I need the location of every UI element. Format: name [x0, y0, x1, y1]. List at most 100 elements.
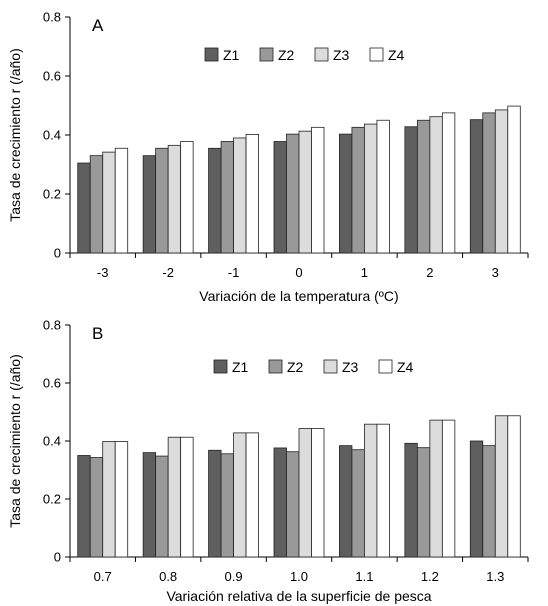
bar — [507, 105, 521, 254]
y-tick-label: 0.8 — [43, 10, 61, 25]
bar — [273, 141, 287, 254]
bar — [364, 423, 378, 558]
legend-swatch — [369, 47, 384, 62]
x-tick-label: 0.8 — [159, 569, 177, 584]
x-tick-label: -1 — [228, 265, 240, 280]
legend-swatch — [204, 47, 219, 62]
bar — [311, 428, 325, 558]
panel-label: B — [92, 324, 103, 343]
bar — [233, 137, 247, 254]
x-tick-label: -2 — [162, 265, 174, 280]
bar — [441, 112, 456, 254]
bar — [482, 112, 496, 254]
bar — [208, 449, 222, 558]
bar — [311, 126, 325, 254]
chart-panel-b: 0 0.2 0.4 0.6 0.8 0.7 0.8 0.9 1.0 1.1 1.2 1.3 B Z1 Z2 Z… — [7, 318, 529, 604]
bar — [245, 432, 259, 558]
legend-swatch — [259, 47, 274, 62]
bar — [469, 440, 484, 558]
bar — [482, 445, 496, 558]
x-tick-label: 3 — [492, 265, 499, 280]
bar — [208, 147, 222, 254]
bar — [155, 147, 169, 254]
bar — [245, 134, 259, 254]
bar — [220, 141, 234, 254]
bar — [416, 119, 431, 254]
bar — [89, 155, 104, 254]
bar — [155, 455, 169, 558]
y-tick-label: 0.4 — [43, 434, 61, 449]
bar — [507, 415, 521, 558]
y-axis-title: Tasa de crecimiento r (/año) — [7, 48, 23, 222]
bar — [167, 436, 182, 558]
legend-label: Z4 — [388, 47, 405, 63]
legend-swatch — [213, 359, 228, 374]
bar — [77, 162, 91, 254]
bar — [376, 119, 390, 254]
bar — [404, 126, 418, 254]
bar — [494, 415, 509, 558]
legend-swatch — [314, 47, 329, 62]
legend-label: Z2 — [287, 359, 304, 375]
bar — [351, 449, 365, 558]
x-tick-label: -3 — [97, 265, 109, 280]
bar — [77, 455, 91, 558]
bar — [220, 453, 234, 558]
y-tick-label: 0.6 — [43, 376, 61, 391]
bar — [416, 447, 431, 558]
panel-label: A — [92, 16, 104, 35]
bar — [429, 116, 443, 254]
bar — [167, 144, 182, 254]
y-tick-label: 0.4 — [43, 128, 61, 143]
x-axis-title: Variación de la temperatura (ºC) — [199, 288, 398, 304]
legend-label: Z4 — [397, 359, 414, 375]
y-axis-title: Tasa de crecimiento r (/año) — [7, 354, 23, 528]
y-tick-label: 0.2 — [43, 187, 61, 202]
x-axis-title: Variación relativa de la superficie de p… — [166, 588, 431, 604]
bar — [351, 126, 365, 254]
bar — [404, 442, 418, 558]
bar — [364, 123, 378, 254]
legend-swatch — [323, 359, 338, 374]
bar — [376, 423, 390, 558]
x-tick-label: 1 — [361, 265, 368, 280]
x-tick-label: 0.7 — [94, 569, 112, 584]
bar — [114, 441, 129, 558]
legend-label: Z3 — [333, 47, 350, 63]
chart-panel-a: 0 0.2 0.4 0.6 0.8 -3 -2 -1 0 1 2 3 A Z1 Z2 Z3 Z4 Variació… — [7, 10, 529, 304]
y-tick-label: 0.2 — [43, 492, 61, 507]
y-tick-label: 0.6 — [43, 69, 61, 84]
bar — [286, 133, 300, 254]
legend-label: Z3 — [342, 359, 359, 375]
bar — [102, 151, 116, 254]
legend-label: Z2 — [278, 47, 295, 63]
bar — [142, 452, 157, 558]
bar — [180, 141, 194, 254]
bar — [89, 457, 104, 558]
bar — [273, 447, 287, 558]
bar — [233, 432, 247, 558]
bar — [339, 133, 353, 254]
x-tick-label: 0 — [295, 265, 302, 280]
bar — [441, 419, 456, 558]
bar — [298, 130, 312, 254]
x-tick-label: 1.3 — [486, 569, 504, 584]
legend-label: Z1 — [232, 359, 249, 375]
x-tick-label: 0.9 — [225, 569, 243, 584]
y-tick-label: 0 — [54, 550, 61, 565]
legend-swatch — [268, 359, 283, 374]
bar — [298, 428, 312, 558]
bar — [180, 436, 194, 558]
y-tick-label: 0.8 — [43, 318, 61, 333]
x-tick-label: 2 — [426, 265, 433, 280]
bar — [494, 109, 509, 254]
x-tick-label: 1.1 — [355, 569, 373, 584]
x-tick-label: 1.2 — [421, 569, 439, 584]
x-tick-label: 1.0 — [290, 569, 308, 584]
legend-swatch — [378, 359, 393, 374]
bar — [429, 419, 443, 558]
bar — [102, 441, 116, 558]
bar — [114, 147, 129, 254]
y-tick-label: 0 — [54, 246, 61, 261]
